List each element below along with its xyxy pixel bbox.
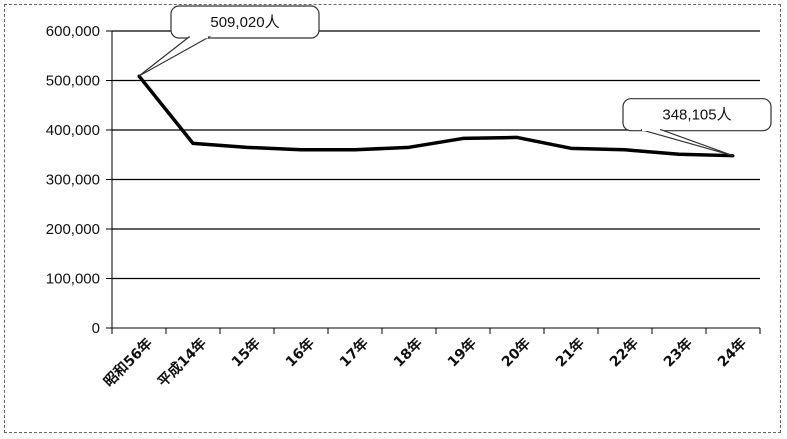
y-tick-label: 600,000 xyxy=(46,23,100,40)
data-point xyxy=(407,145,411,149)
x-tick-label: 22年 xyxy=(606,335,642,371)
y-tick-label: 400,000 xyxy=(46,122,100,139)
x-tick-labels: 昭和56年 平成14年 15年 16年 17年 18年 19年 20年 21年 22年 23年 24年 xyxy=(100,335,749,390)
gridlines xyxy=(112,30,760,280)
callout-label: 509,020人 xyxy=(210,14,279,31)
callout: 348,105人 xyxy=(622,98,772,157)
y-tick-label: 500,000 xyxy=(46,73,100,90)
x-tick-label: 18年 xyxy=(390,335,426,371)
x-tick-label: 23年 xyxy=(660,335,696,371)
y-tick-label: 200,000 xyxy=(46,221,100,238)
x-tick-label: 昭和56年 xyxy=(100,335,155,390)
x-tick-label: 15年 xyxy=(228,335,264,371)
x-tick-label: 17年 xyxy=(336,335,372,371)
y-tick-label: 100,000 xyxy=(46,271,100,288)
data-point xyxy=(623,148,627,152)
x-tick-label: 21年 xyxy=(552,335,588,371)
callout-box xyxy=(622,98,772,132)
data-point xyxy=(191,141,195,145)
callout-label: 348,105人 xyxy=(662,107,731,124)
callouts: 509,020人 348,105人 xyxy=(138,5,772,157)
axes xyxy=(106,30,761,334)
series-line xyxy=(137,74,734,158)
y-tick-labels: 0 100,000 200,000 300,000 400,000 500,000 600,… xyxy=(46,23,100,337)
x-tick-label: 19年 xyxy=(444,335,480,371)
x-tick-label: 16年 xyxy=(282,335,318,371)
data-point xyxy=(299,148,303,152)
x-tick-label: 20年 xyxy=(498,335,534,371)
y-tick-label: 300,000 xyxy=(46,172,100,189)
data-point xyxy=(677,152,681,156)
data-point xyxy=(245,145,249,149)
x-tick-label: 平成14年 xyxy=(154,335,209,390)
callout-box xyxy=(170,5,320,39)
y-tick-label: 0 xyxy=(92,320,100,337)
x-tick-label: 24年 xyxy=(714,335,750,371)
data-point xyxy=(569,146,573,150)
data-point xyxy=(461,136,465,140)
chart-frame xyxy=(4,4,781,433)
data-point xyxy=(515,135,519,139)
callout: 509,020人 xyxy=(138,5,320,77)
data-point xyxy=(353,148,357,152)
callout-pointer xyxy=(138,36,212,77)
